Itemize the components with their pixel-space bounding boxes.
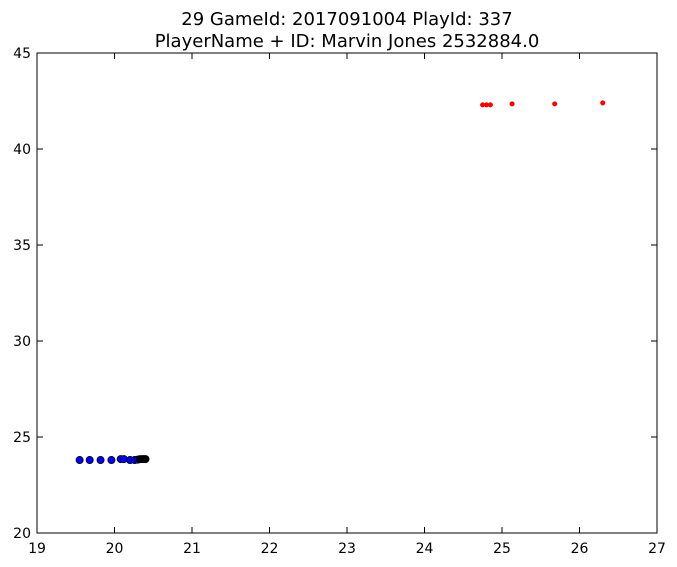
y-tick-label: 30 — [13, 334, 31, 350]
y-tick-label: 25 — [13, 430, 31, 446]
x-tick-label: 25 — [493, 541, 511, 557]
data-point — [509, 101, 515, 107]
x-tick-label: 24 — [416, 541, 434, 557]
x-tick-label: 22 — [261, 541, 279, 557]
x-tick-label: 26 — [571, 541, 589, 557]
data-point — [600, 100, 606, 106]
data-point — [487, 102, 493, 108]
data-point — [552, 101, 558, 107]
x-tick-label: 27 — [648, 541, 666, 557]
data-point — [141, 455, 150, 464]
chart-title-line-1: 29 GameId: 2017091004 PlayId: 337 — [181, 9, 512, 30]
y-tick-label: 45 — [13, 46, 31, 62]
x-tick-label: 20 — [106, 541, 124, 557]
y-tick-label: 20 — [13, 526, 31, 542]
data-point — [85, 456, 94, 465]
x-tick-label: 19 — [28, 541, 46, 557]
y-tick-label: 40 — [13, 142, 31, 158]
x-tick-label: 23 — [338, 541, 356, 557]
data-point — [96, 456, 105, 465]
x-tick-label: 21 — [183, 541, 201, 557]
data-points — [75, 100, 606, 465]
data-point — [75, 456, 84, 465]
chart-title-line-2: PlayerName + ID: Marvin Jones 2532884.0 — [155, 31, 540, 52]
data-point — [107, 456, 116, 465]
y-tick-label: 35 — [13, 238, 31, 254]
